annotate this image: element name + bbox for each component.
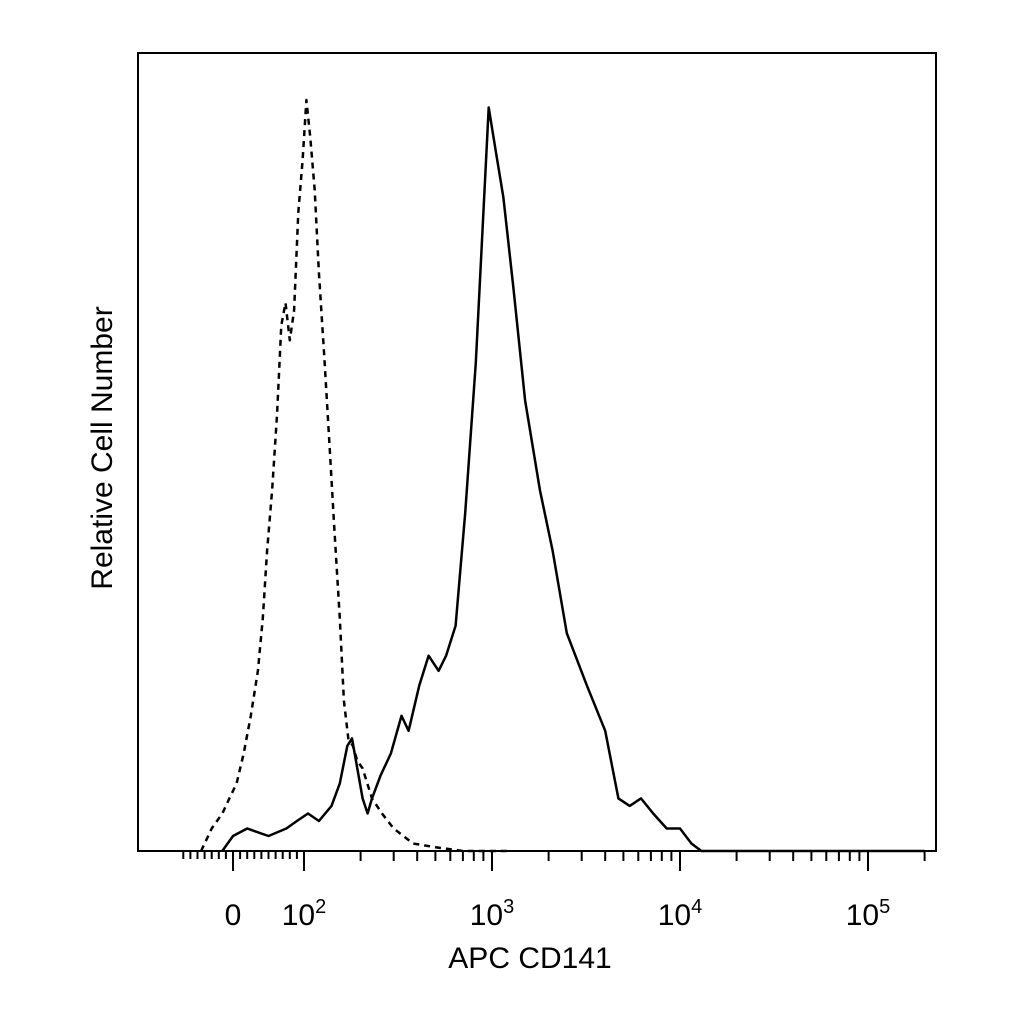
histogram-curves bbox=[199, 98, 925, 853]
x-axis-label: APC CD141 bbox=[448, 942, 611, 975]
dashed-control-curve bbox=[199, 98, 507, 853]
x-tick-label: 103 bbox=[470, 896, 515, 932]
x-tick-label: 104 bbox=[658, 896, 703, 932]
plot-frame bbox=[137, 52, 937, 852]
solid-stained-curve bbox=[221, 106, 925, 853]
x-tick-label: 0 bbox=[225, 899, 242, 932]
y-axis-label: Relative Cell Number bbox=[86, 306, 119, 589]
x-tick-label: 105 bbox=[846, 896, 891, 932]
x-tick-label: 102 bbox=[282, 896, 327, 932]
x-axis-ticks bbox=[182, 851, 926, 871]
x-axis-tick-labels: 0 102 103 104 105 bbox=[225, 896, 891, 932]
